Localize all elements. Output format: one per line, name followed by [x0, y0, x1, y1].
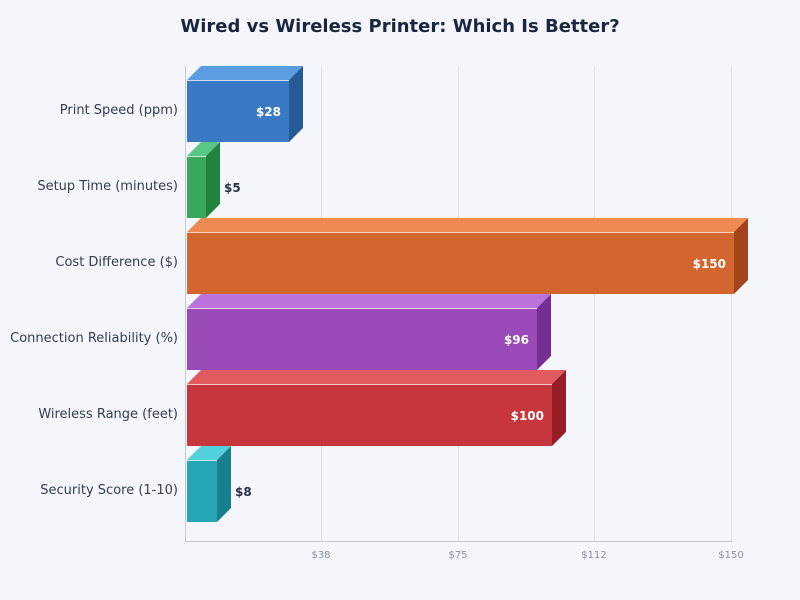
value-label: $150	[692, 257, 726, 271]
y-tick-label: Print Speed (ppm)	[59, 103, 178, 118]
x-axis	[185, 541, 732, 542]
bar-security-score[interactable]	[187, 446, 231, 522]
y-tick-label: Connection Reliability (%)	[10, 331, 178, 346]
y-tick-label: Security Score (1-10)	[40, 483, 178, 498]
value-label: $28	[255, 105, 281, 119]
x-tick-label: $150	[718, 550, 744, 561]
y-tick-label: Cost Difference ($)	[55, 255, 178, 270]
bar-print-speed[interactable]: $28	[187, 66, 303, 142]
bar-cost-difference[interactable]: $150	[187, 218, 748, 294]
bar-connection-reliability[interactable]: $96	[187, 294, 551, 370]
x-tick-label: $38	[311, 550, 331, 561]
gridline	[731, 66, 732, 541]
value-label: $100	[510, 409, 544, 423]
x-tick-label: $75	[448, 550, 468, 561]
x-tick-label: $112	[581, 550, 607, 561]
value-label: $8	[235, 485, 252, 499]
y-axis	[185, 66, 186, 541]
value-label: $5	[224, 181, 241, 195]
y-tick-label: Wireless Range (feet)	[38, 407, 178, 422]
bar-wireless-range[interactable]: $100	[187, 370, 566, 446]
value-label: $96	[503, 333, 529, 347]
gridline	[594, 66, 595, 541]
y-tick-label: Setup Time (minutes)	[37, 179, 178, 194]
bar-setup-time[interactable]	[187, 142, 220, 218]
chart-title: Wired vs Wireless Printer: Which Is Bett…	[180, 16, 620, 37]
